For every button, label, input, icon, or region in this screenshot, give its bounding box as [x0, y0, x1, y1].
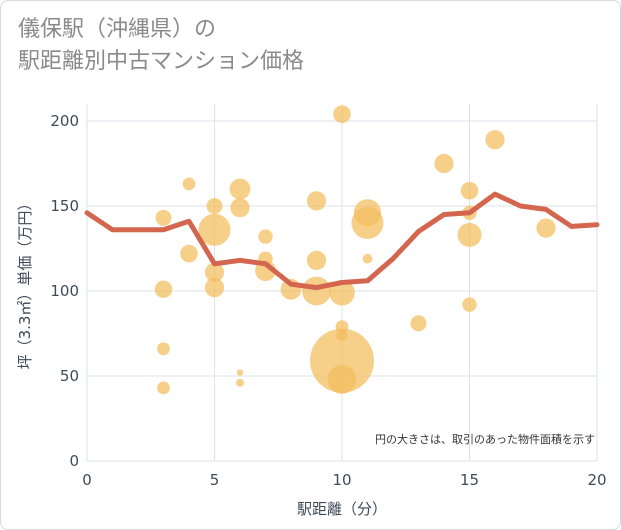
bubble-2	[157, 342, 170, 356]
x-tick-label-2: 10	[332, 471, 351, 489]
bubble-31	[434, 153, 454, 174]
bubble-8	[204, 262, 225, 282]
bubble-1	[154, 280, 173, 299]
bubble-7	[198, 213, 231, 246]
x-tick-label-3: 15	[460, 471, 479, 489]
bubble-19	[306, 250, 327, 270]
y-tick-label-1: 50	[60, 367, 79, 385]
bubble-28	[351, 207, 384, 239]
title-line-2: 駅距離別中古マンション価格	[18, 49, 305, 74]
bubble-37	[536, 218, 556, 238]
bubble-12	[236, 369, 244, 376]
y-tick-label-3: 150	[50, 197, 79, 215]
bubble-11	[230, 198, 250, 218]
x-tick-label-1: 5	[210, 471, 220, 489]
bubble-25	[310, 328, 374, 393]
bubble-6	[206, 198, 223, 214]
bubble-18	[306, 191, 327, 211]
bubble-9	[204, 278, 225, 298]
bubble-5	[180, 244, 198, 263]
x-axis-label: 駅距離（分）	[297, 500, 387, 518]
y-tick-label-2: 100	[50, 282, 79, 300]
bubble-32	[460, 181, 479, 200]
bubble-26	[327, 365, 357, 394]
trend-line	[84, 191, 600, 291]
title-line-1: 儀保駅（沖縄県）の	[18, 17, 217, 42]
size-note: 円の大きさは、取引のあった物件面積を示す	[375, 432, 595, 446]
bubble-10	[229, 178, 251, 200]
bubbles	[154, 105, 556, 395]
bubble-3	[157, 381, 170, 395]
trend-line-group	[84, 191, 600, 291]
bubble-30	[410, 315, 427, 332]
chart-title: 儀保駅（沖縄県）の 駅距離別中古マンション価格	[18, 14, 304, 78]
y-tick-label-4: 200	[50, 112, 79, 130]
bubble-35	[462, 297, 477, 312]
bubble-4	[182, 177, 196, 191]
bubble-21	[333, 105, 351, 123]
bubble-20	[302, 276, 331, 306]
bubble-34	[457, 222, 482, 247]
bubble-0	[155, 209, 172, 226]
bubble-29	[362, 253, 373, 264]
bubble-13	[236, 378, 244, 387]
x-tick-label-4: 20	[587, 471, 606, 489]
x-tick-label-0: 0	[82, 471, 92, 489]
y-axis-label: 坪（3.3㎡）単価（万円）	[16, 196, 34, 370]
bubble-36	[485, 130, 505, 150]
y-tick-label-0: 0	[69, 452, 79, 470]
bubble-14	[258, 229, 273, 244]
